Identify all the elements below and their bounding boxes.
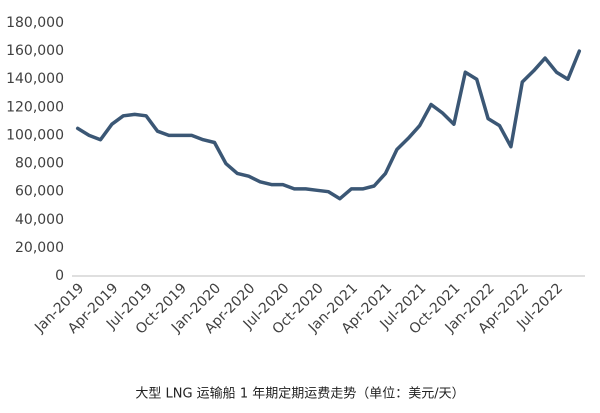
y-tick-label: 100,000 [6,127,64,143]
y-tick-label: 180,000 [6,15,64,31]
y-tick-label: 40,000 [15,212,64,228]
y-tick-label: 140,000 [6,71,64,87]
y-tick-label: 160,000 [6,43,64,59]
y-tick-label: 0 [55,268,64,284]
y-tick-label: 60,000 [15,184,64,200]
line-series [75,49,582,201]
y-tick-label: 120,000 [6,99,64,115]
y-tick-label: 20,000 [15,240,64,256]
chart-title: 大型 LNG 运输船 1 年期定期运费走势（单位：美元/天） [135,386,464,402]
y-tick-label: 80,000 [15,156,64,172]
